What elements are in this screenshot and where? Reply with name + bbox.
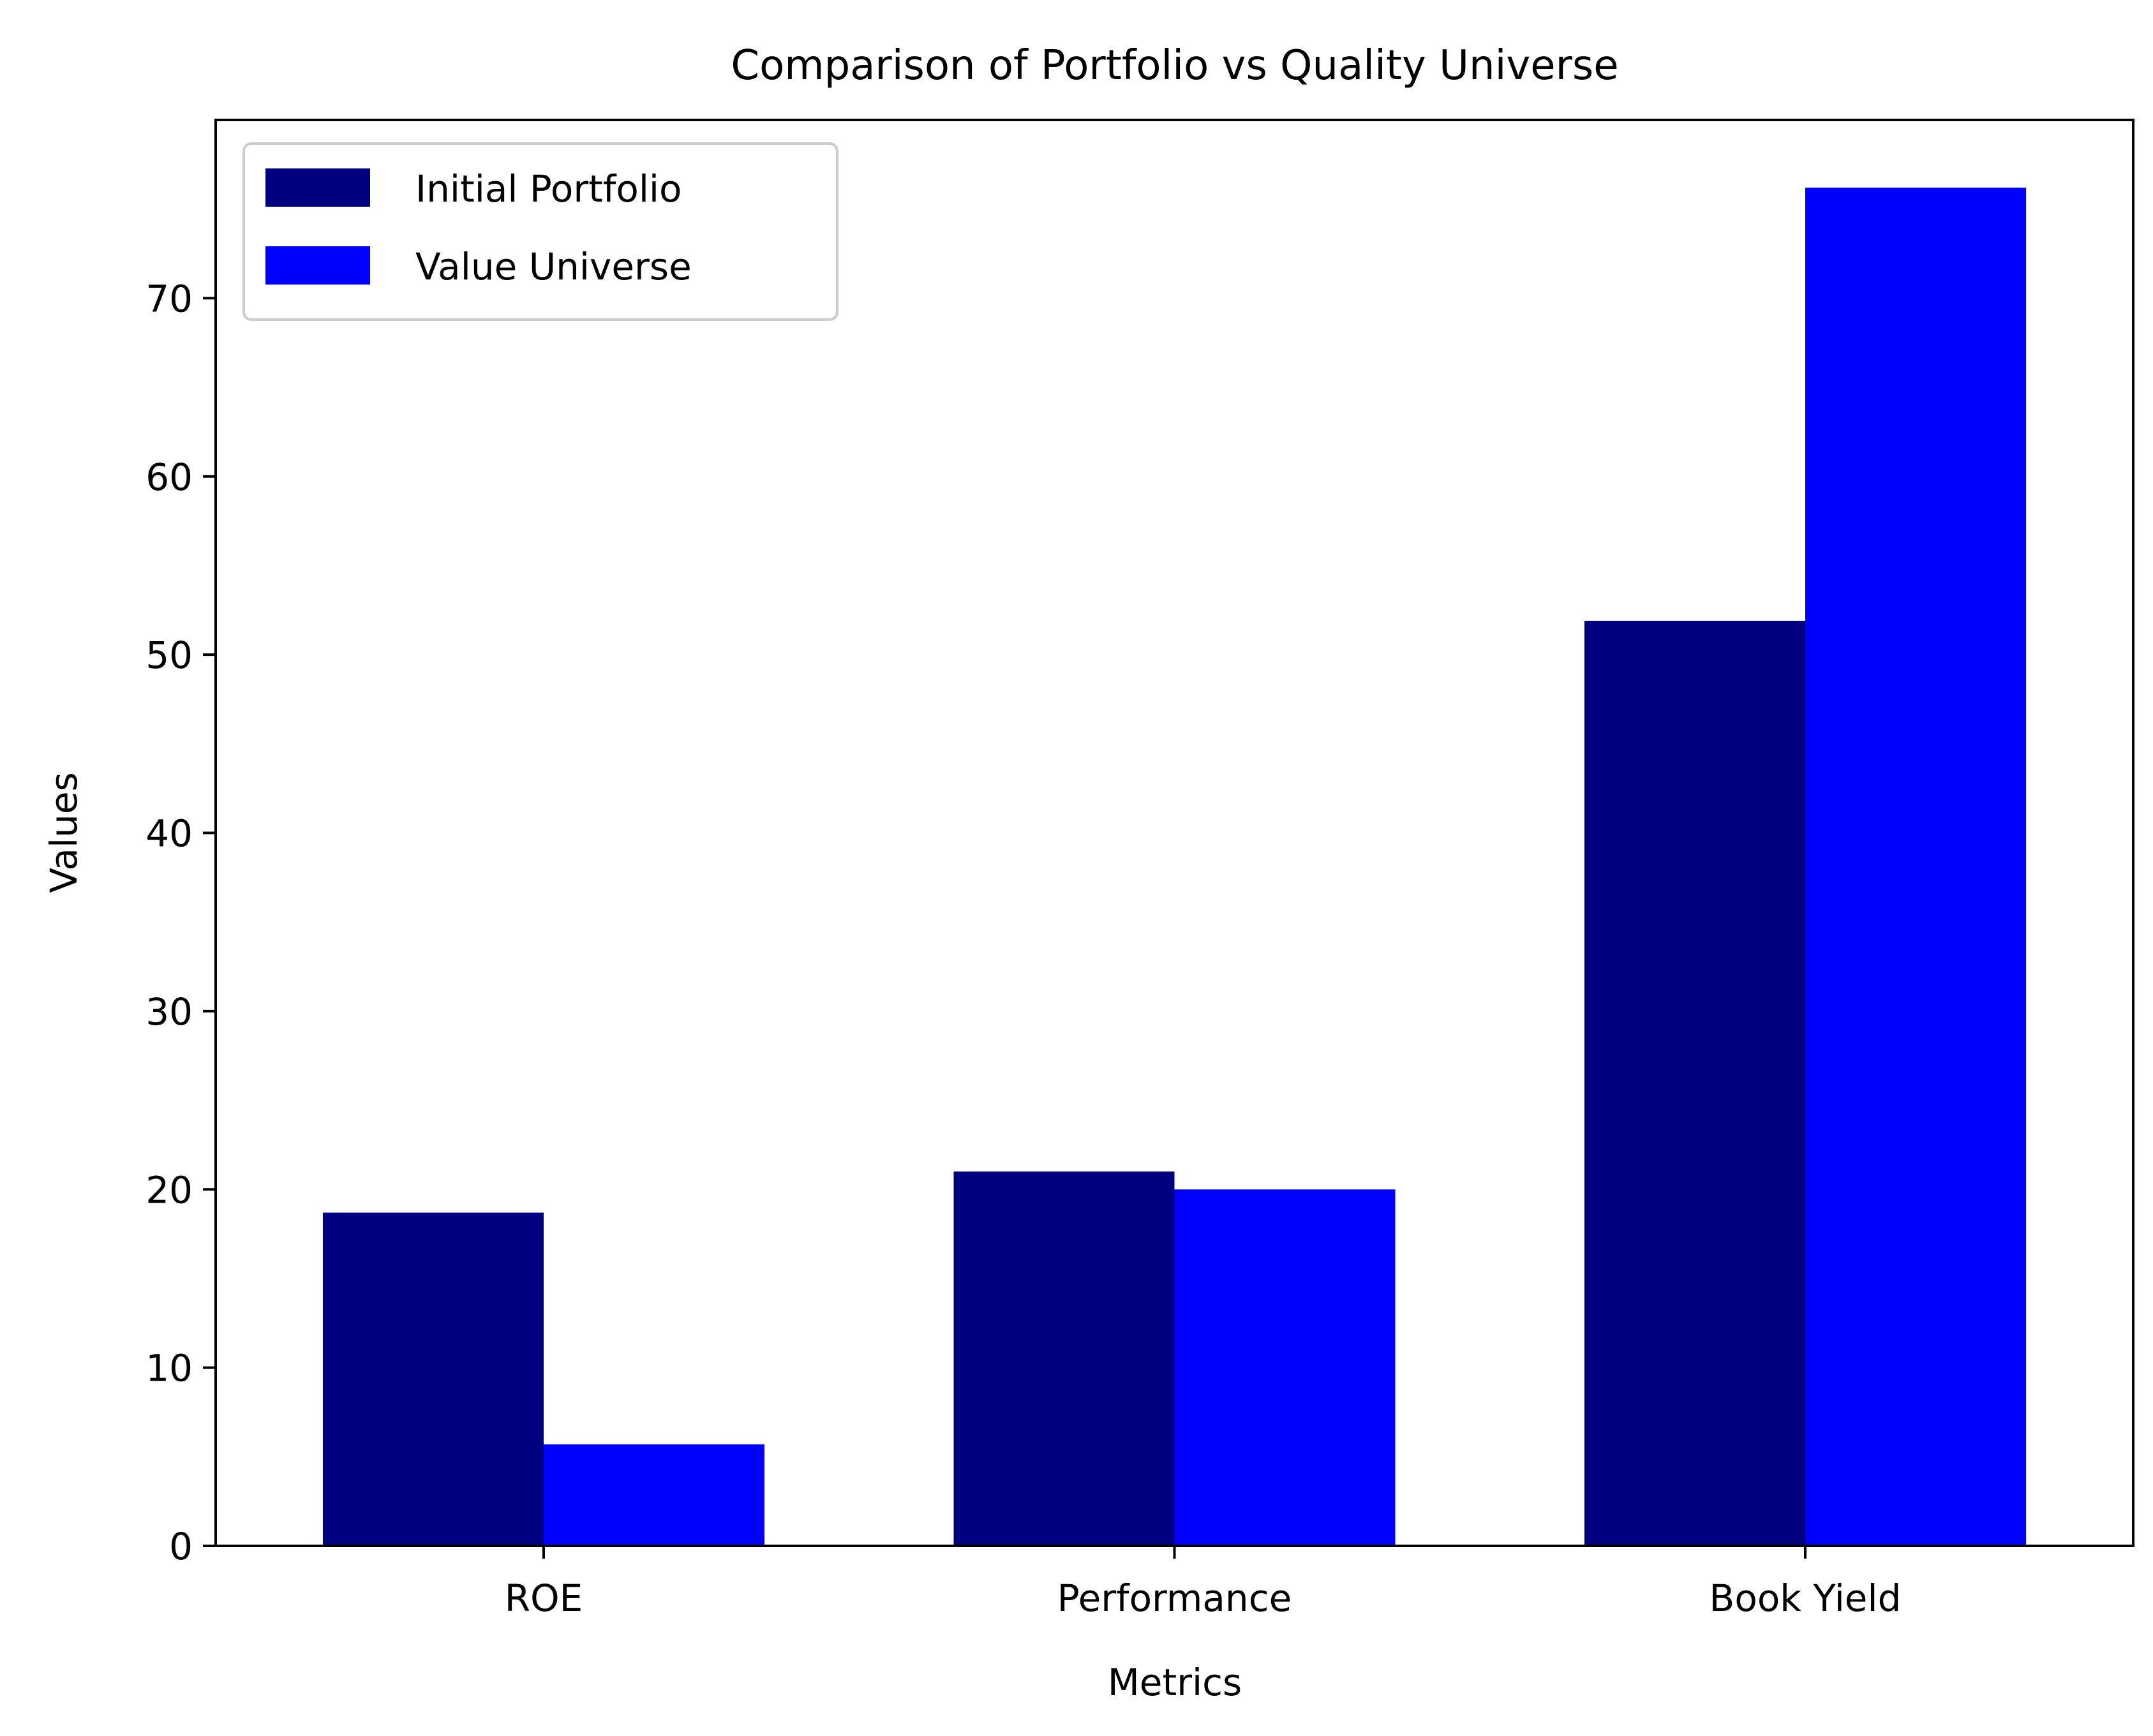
y-tick-label: 10 <box>145 1347 193 1390</box>
x-tick-label-roe: ROE <box>505 1576 583 1620</box>
y-tick-label: 70 <box>145 277 193 320</box>
y-tick-label: 60 <box>145 456 193 499</box>
bar-value-universe-book-yield <box>1805 188 2026 1547</box>
bar-value-universe-performance <box>1174 1189 1396 1547</box>
y-tick-label: 50 <box>145 634 193 677</box>
bar-initial-portfolio-roe <box>323 1212 544 1546</box>
legend-label-initial-portfolio: Initial Portfolio <box>415 167 682 211</box>
y-tick-label: 40 <box>145 812 193 856</box>
x-tick-label-book-yield: Book Yield <box>1710 1576 1902 1620</box>
chart-title: Comparison of Portfolio vs Quality Unive… <box>731 42 1618 89</box>
legend-label-value-universe: Value Universe <box>415 245 692 288</box>
legend-frame <box>242 142 838 321</box>
bar-initial-portfolio-performance <box>953 1171 1175 1546</box>
x-axis-label: Metrics <box>1108 1661 1242 1704</box>
legend: Initial Portfolio Value Universe <box>242 142 838 321</box>
x-tick-label-performance: Performance <box>1057 1576 1292 1620</box>
legend-swatch-initial-portfolio <box>265 168 370 207</box>
bar-initial-portfolio-book-yield <box>1584 621 1805 1546</box>
x-axis: ROE Performance Book Yield <box>505 1546 1902 1620</box>
y-tick-label: 20 <box>145 1168 193 1212</box>
y-tick-label: 0 <box>169 1525 193 1568</box>
y-axis: 0 10 20 30 40 50 60 70 <box>145 277 216 1568</box>
bars-layer <box>323 188 2026 1547</box>
legend-swatch-value-universe <box>265 246 370 285</box>
y-axis-label: Values <box>42 772 86 893</box>
bar-value-universe-roe <box>544 1444 764 1546</box>
y-tick-label: 30 <box>145 990 193 1034</box>
